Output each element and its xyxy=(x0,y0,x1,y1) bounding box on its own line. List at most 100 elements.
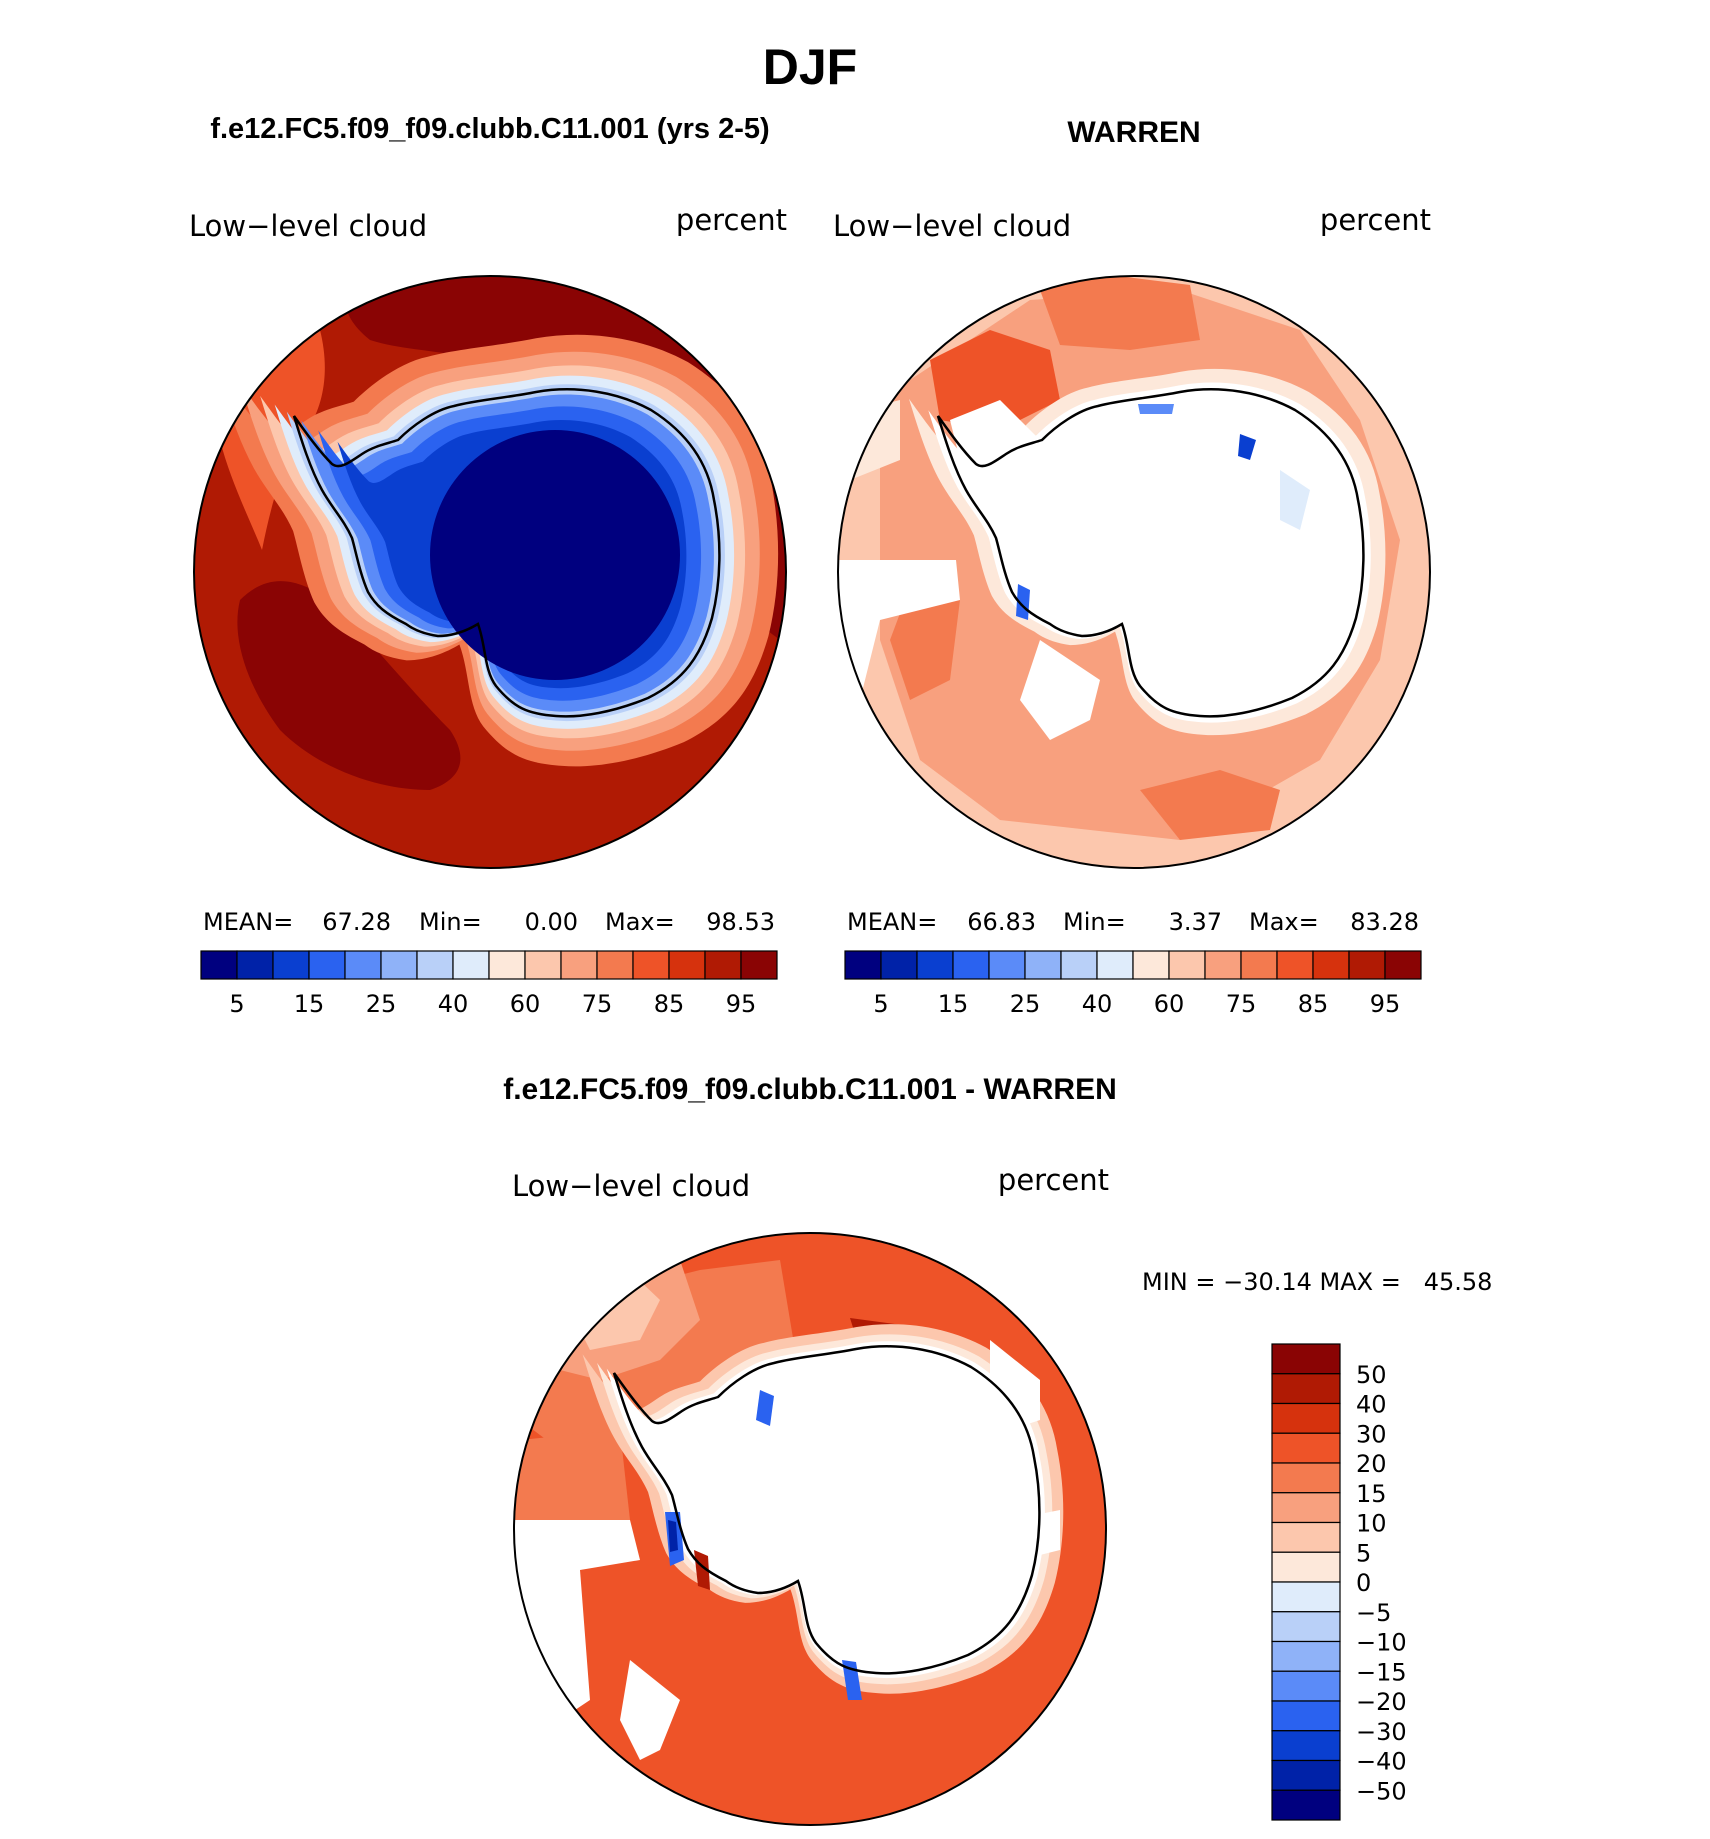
colorbar: 5 15 25 40 60 75 85 95 xyxy=(844,950,1422,1018)
colorbar-tick-label: 15 xyxy=(938,990,969,1018)
colorbar-tick-label: 85 xyxy=(654,990,685,1018)
colorbar-box xyxy=(1271,1551,1341,1583)
colorbar-box xyxy=(1384,950,1422,980)
polar-map xyxy=(194,276,786,868)
colorbar-tick-label: 40 xyxy=(438,990,469,1018)
colorbar-tick-label: −10 xyxy=(1356,1629,1407,1657)
stat-min-value: 3.37 xyxy=(1169,908,1222,936)
colorbar-tick-label: −20 xyxy=(1356,1688,1407,1716)
field-label: Low−level cloud xyxy=(833,209,1071,243)
colorbar-tick-label: 5 xyxy=(229,990,244,1018)
units-label: percent xyxy=(998,1163,1109,1197)
colorbar-tick-label: 5 xyxy=(873,990,888,1018)
colorbar-tick-label: −5 xyxy=(1356,1599,1391,1627)
panel-header: f.e12.FC5.f09_f09.clubb.C11.001 (yrs 2-5… xyxy=(210,113,769,145)
stat-max-value: 98.53 xyxy=(706,908,775,936)
colorbar-tick-label: 50 xyxy=(1356,1361,1387,1389)
colorbar-box xyxy=(308,950,346,980)
stat-min-value: 0.00 xyxy=(525,908,578,936)
stat-mean-value: 67.28 xyxy=(322,908,391,936)
contour-region xyxy=(1138,404,1174,414)
colorbar-box xyxy=(1132,950,1170,980)
figure-title: DJF xyxy=(763,39,857,95)
colorbar-box xyxy=(452,950,490,980)
colorbar-tick-label: 40 xyxy=(1082,990,1113,1018)
colorbar-tick-label: 95 xyxy=(726,990,757,1018)
map-boundary xyxy=(837,275,1431,869)
panel-model: f.e12.FC5.f09_f09.clubb.C11.001 (yrs 2-5… xyxy=(189,113,787,1018)
colorbar-tick-label: 30 xyxy=(1356,1420,1387,1448)
colorbar-tick-label: 25 xyxy=(1010,990,1041,1018)
colorbar-tick-label: 85 xyxy=(1298,990,1329,1018)
stat-mean-label: MEAN= xyxy=(847,908,937,936)
contour-region xyxy=(1280,470,1310,530)
colorbar-tick-label: 15 xyxy=(1356,1480,1387,1508)
colorbar-box xyxy=(1271,1373,1341,1405)
colorbar-tick-label: 10 xyxy=(1356,1510,1387,1538)
stat-max-label: Max= xyxy=(1249,908,1319,936)
colorbar-box xyxy=(596,950,634,980)
missing-region xyxy=(950,400,1040,470)
stat-min-label: Min= xyxy=(419,908,482,936)
missing-region xyxy=(620,1660,680,1760)
colorbar-box xyxy=(844,950,882,980)
missing-region xyxy=(1010,1510,1060,1560)
colorbar-box xyxy=(524,950,562,980)
colorbar-box xyxy=(236,950,274,980)
colorbar-tick-label: 0 xyxy=(1356,1569,1371,1597)
colorbar-box xyxy=(668,950,706,980)
contour-region xyxy=(237,581,461,790)
colorbar-box xyxy=(344,950,382,980)
polar-map xyxy=(838,276,1430,868)
colorbar-box xyxy=(1271,1581,1341,1613)
stat-max-value: 83.28 xyxy=(1350,908,1419,936)
colorbar-box xyxy=(952,950,990,980)
colorbar-box xyxy=(1204,950,1242,980)
panel-obs: WARREN Low−level cloud percent MEAN= 66 xyxy=(833,116,1431,1018)
stat-min-label: Min= xyxy=(1063,908,1126,936)
colorbar-box xyxy=(200,950,238,980)
contour-region xyxy=(694,1550,710,1590)
colorbar-tick-label: 40 xyxy=(1356,1391,1387,1419)
contour-region xyxy=(1238,434,1256,460)
colorbar-tick-label: −50 xyxy=(1356,1777,1407,1805)
colorbar-box xyxy=(632,950,670,980)
contour-region xyxy=(514,1430,630,1540)
colorbar-tick-label: 75 xyxy=(582,990,613,1018)
panel-difference: f.e12.FC5.f09_f09.clubb.C11.001 - WARREN… xyxy=(503,1073,1492,1826)
colorbar-box xyxy=(272,950,310,980)
colorbar-tick-label: −15 xyxy=(1356,1658,1407,1686)
colorbar-box xyxy=(380,950,418,980)
colorbar-box xyxy=(988,950,1026,980)
colorbar-box xyxy=(1271,1402,1341,1434)
map-boundary xyxy=(193,275,787,869)
colorbar-box xyxy=(1348,950,1386,980)
colorbar-box xyxy=(1271,1462,1341,1494)
stat-mean-label: MEAN= xyxy=(203,908,293,936)
colorbar-box xyxy=(1271,1432,1341,1464)
colorbar-box xyxy=(1271,1640,1341,1672)
colorbar-box xyxy=(1024,950,1062,980)
colorbar-box xyxy=(1240,950,1278,980)
colorbar-tick-label: 60 xyxy=(510,990,541,1018)
colorbar-box xyxy=(1271,1492,1341,1524)
colorbar-box xyxy=(1271,1670,1341,1702)
colorbar-box xyxy=(1168,950,1206,980)
colorbar-box xyxy=(1096,950,1134,980)
colorbar-tick-label: 15 xyxy=(294,990,325,1018)
missing-region xyxy=(990,1340,1040,1430)
polar-map xyxy=(514,1233,1106,1825)
colorbar-box xyxy=(1271,1611,1341,1643)
colorbar-box xyxy=(1271,1759,1341,1791)
colorbar-box xyxy=(1271,1343,1341,1375)
colorbar-box xyxy=(740,950,778,980)
colorbar-tick-label: 20 xyxy=(1356,1450,1387,1478)
colorbar-box xyxy=(916,950,954,980)
colorbar-box xyxy=(1271,1521,1341,1553)
panel-header: WARREN xyxy=(1067,116,1200,149)
colorbar-tick-label: 75 xyxy=(1226,990,1257,1018)
colorbar-tick-label: 95 xyxy=(1370,990,1401,1018)
colorbar-box xyxy=(1312,950,1350,980)
